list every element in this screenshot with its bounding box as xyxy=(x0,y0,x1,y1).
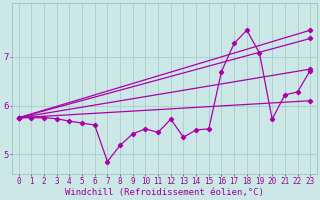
X-axis label: Windchill (Refroidissement éolien,°C): Windchill (Refroidissement éolien,°C) xyxy=(65,188,264,197)
